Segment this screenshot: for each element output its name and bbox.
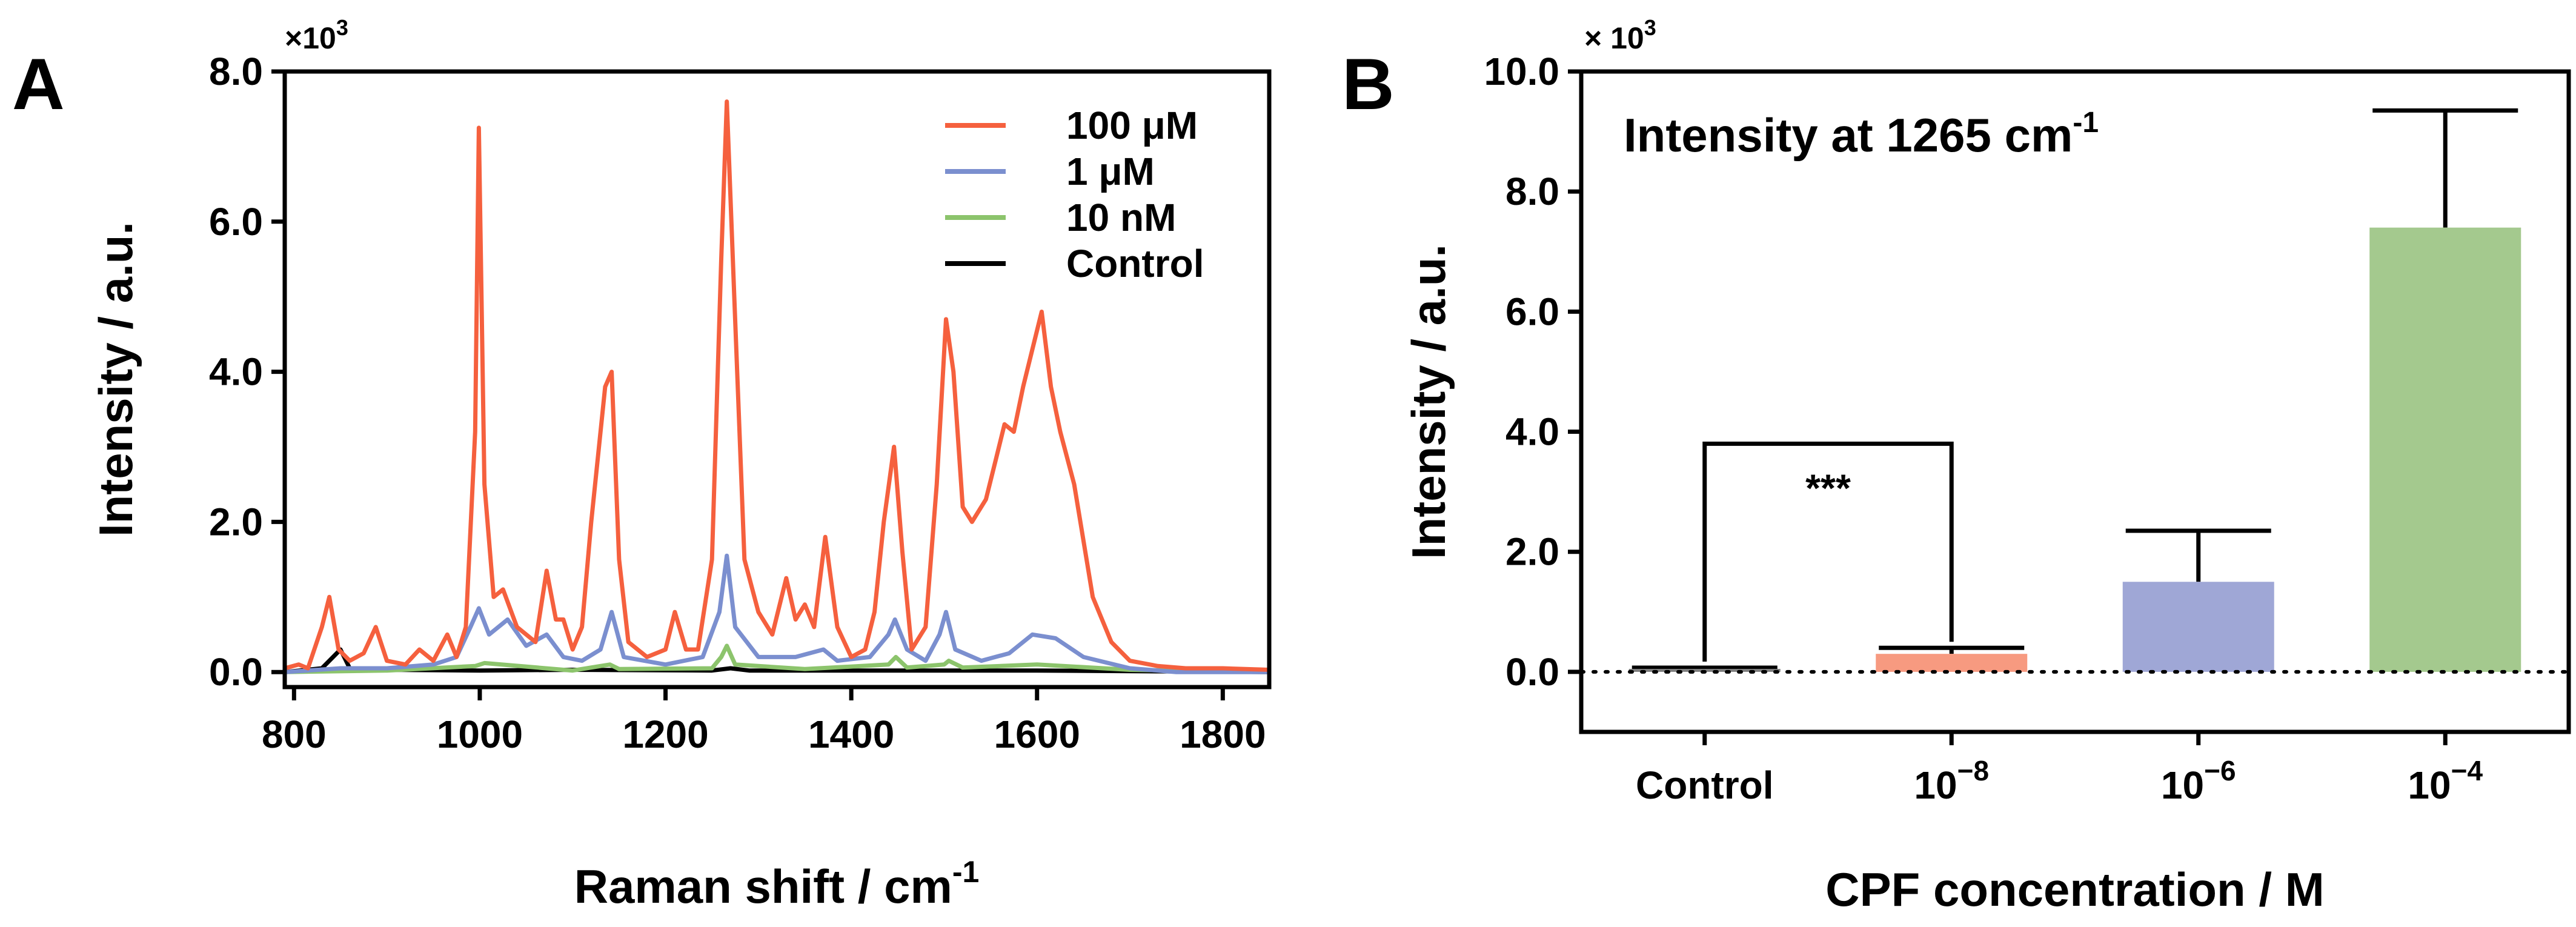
bar-2 xyxy=(2122,582,2274,672)
panel-b-y-ticks: 0.0 2.0 4.0 6.0 8.0 10.0 xyxy=(1484,50,1581,694)
panel-b-x-axis-label: CPF concentration / M xyxy=(1825,863,2324,916)
series-line-1 xyxy=(284,553,1269,674)
y-tick-label: 6.0 xyxy=(209,200,263,244)
panel-b-multiplier: × 103 xyxy=(1584,15,1656,55)
x-tick-label: 1000 xyxy=(437,713,523,756)
y-tick-label: 10.0 xyxy=(1484,50,1559,93)
x-tick-label: Control xyxy=(1636,763,1774,807)
x-tick-label: 1400 xyxy=(808,713,894,756)
panel-a-y-ticks: 0.0 2.0 4.0 6.0 8.0 xyxy=(209,50,285,694)
significance-bracket xyxy=(1702,441,1954,662)
x-tick-label: 10−8 xyxy=(1914,755,1989,807)
panel-b-y-axis-label: Intensity / a.u. xyxy=(1402,244,1455,559)
y-tick-label: 0.0 xyxy=(1505,650,1559,694)
legend-label-0: 100 μM xyxy=(1066,104,1198,147)
y-tick-label: 2.0 xyxy=(209,500,263,543)
y-tick-label: 6.0 xyxy=(1505,290,1559,333)
bar-3 xyxy=(2369,227,2521,672)
panel-a-letter: A xyxy=(12,44,65,125)
series-line-0 xyxy=(284,99,1270,672)
panel-b-significance: *** xyxy=(1702,441,1954,662)
legend-label-3: Control xyxy=(1066,242,1204,285)
panel-b-bars xyxy=(1628,108,2521,672)
y-tick-label: 4.0 xyxy=(209,350,263,394)
legend-label-2: 10 nM xyxy=(1066,196,1176,239)
panel-a-multiplier: ×103 xyxy=(285,15,348,55)
panel-b-letter: B xyxy=(1342,44,1395,125)
x-tick-label: 10−4 xyxy=(2408,755,2483,807)
panel-a-series xyxy=(284,99,1270,674)
panel-a-x-ticks: 800 1000 1200 1400 1600 1800 xyxy=(262,687,1266,756)
panel-b: B × 103 *** 0.0 2.0 4.0 6.0 8.0 10.0 Control 1… xyxy=(1342,15,2571,916)
bar-1 xyxy=(1876,654,2028,672)
x-tick-label: 1600 xyxy=(994,713,1080,756)
y-tick-label: 8.0 xyxy=(1505,170,1559,213)
panel-b-x-ticks: Control 10−8 10−6 10−4 xyxy=(1636,732,2483,807)
panel-b-frame xyxy=(1579,69,2571,734)
legend-label-1: 1 μM xyxy=(1066,150,1155,193)
significance-label: *** xyxy=(1805,466,1851,510)
y-tick-label: 8.0 xyxy=(209,50,263,93)
panel-a-x-axis-label: Raman shift / cm-1 xyxy=(574,855,980,913)
panel-a-frame xyxy=(282,69,1272,689)
y-tick-label: 4.0 xyxy=(1505,410,1559,454)
panel-a-y-axis-label: Intensity / a.u. xyxy=(89,222,142,537)
y-tick-label: 2.0 xyxy=(1505,530,1559,574)
x-tick-label: 800 xyxy=(262,713,327,756)
y-tick-label: 0.0 xyxy=(209,650,263,694)
panel-b-annotation: Intensity at 1265 cm-1 xyxy=(1624,107,2099,162)
panel-a: A ×103 0.0 2.0 4.0 6.0 8.0 800 1000 1200 1400 16… xyxy=(12,15,1272,913)
x-tick-label: 1800 xyxy=(1180,713,1266,756)
series-line-2 xyxy=(284,643,1270,674)
x-tick-label: 10−6 xyxy=(2161,755,2236,807)
x-tick-label: 1200 xyxy=(622,713,708,756)
